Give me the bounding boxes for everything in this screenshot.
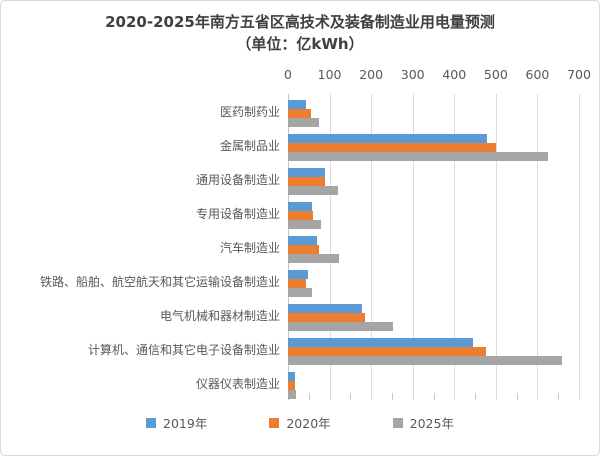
category-label: 通用设备制造业 xyxy=(195,172,280,187)
bar-row xyxy=(288,94,579,128)
legend-label: 2019年 xyxy=(163,416,208,431)
axis-tick-label: 600 xyxy=(525,67,550,82)
category-label: 专用设备制造业 xyxy=(195,206,280,221)
category-label: 金属制品业 xyxy=(219,138,280,153)
category-label: 仪器仪表制造业 xyxy=(195,376,280,391)
category-label: 汽车制造业 xyxy=(219,240,280,255)
minor-tick xyxy=(433,393,435,400)
bar-2019年 xyxy=(288,372,296,381)
gridline xyxy=(495,94,497,400)
category-axis: 医药制药业金属制品业通用设备制造业 专用设备制造业汽车制造业铁路、船舶、航空航天和… xyxy=(9,94,280,400)
bar-row xyxy=(288,128,579,162)
bar-rows xyxy=(288,94,579,400)
bar-2020年 xyxy=(288,381,296,390)
gridline xyxy=(412,94,414,400)
category-label: 医药制药业 xyxy=(219,104,280,119)
bar-2019年 xyxy=(288,304,362,313)
legend-item: 2019年 xyxy=(146,413,207,432)
legend-swatch xyxy=(146,417,157,428)
bar-2020年 xyxy=(288,211,313,220)
gridline xyxy=(454,94,456,400)
axis-tick-label: 400 xyxy=(442,67,467,82)
bar-2020年 xyxy=(288,109,311,118)
bar-2025年 xyxy=(288,390,297,399)
category-label: 计算机、通信和其它电子设备制造业 xyxy=(87,342,280,357)
minor-tick xyxy=(558,393,560,400)
minor-tick xyxy=(475,393,477,400)
bar-2025年 xyxy=(288,254,339,263)
bar-2019年 xyxy=(288,202,312,211)
gridline xyxy=(371,94,373,400)
legend-swatch xyxy=(269,417,280,428)
axis-tick-label: 0 xyxy=(284,67,292,82)
bar-row xyxy=(288,366,579,400)
chart-title-line1: 2020-2025年南方五省区高技术及装备制造业用电量预测 xyxy=(105,13,495,31)
bar-2025年 xyxy=(288,220,322,229)
legend-swatch xyxy=(392,417,403,428)
legend-item: 2025年 xyxy=(392,413,454,432)
minor-tick xyxy=(516,393,518,400)
axis-tick-label: 700 xyxy=(567,67,591,82)
bar-2020年 xyxy=(288,279,306,288)
plot-area xyxy=(288,94,580,400)
bar-2025年 xyxy=(288,288,312,297)
minor-tick xyxy=(350,393,352,400)
legend-label: 2020年 xyxy=(286,416,331,431)
bar-2025年 xyxy=(288,322,393,331)
category-label: 电气机械和器材制造业 xyxy=(159,308,280,323)
bar-row xyxy=(288,230,579,264)
axis-tick-label: 200 xyxy=(359,67,384,82)
bar-2025年 xyxy=(288,186,338,195)
bar-2019年 xyxy=(288,236,318,245)
chart-title-line2: （单位：亿kWh） xyxy=(236,34,364,53)
axis-tick-label: 100 xyxy=(317,67,342,82)
legend: 2019年 2020年 2025年 xyxy=(1,413,599,432)
bar-2019年 xyxy=(288,134,487,143)
bar-row xyxy=(288,196,579,230)
bar-2020年 xyxy=(288,245,319,254)
gridline xyxy=(329,94,331,400)
bar-2020年 xyxy=(288,347,486,356)
minor-tick xyxy=(308,393,310,400)
bar-2025年 xyxy=(288,356,562,365)
bar-2019年 xyxy=(288,270,308,279)
bar-2020年 xyxy=(288,313,366,322)
bar-2025年 xyxy=(288,152,549,161)
category-label: 铁路、船舶、航空航天和其它运输设备制造业 xyxy=(39,274,280,289)
bar-row xyxy=(288,298,579,332)
bar-2019年 xyxy=(288,100,306,109)
bar-row xyxy=(288,162,579,196)
axis-tick-label: 300 xyxy=(400,67,425,82)
bar-row xyxy=(288,264,579,298)
gridline xyxy=(579,94,580,400)
bar-2019年 xyxy=(288,168,326,177)
bar-2025年 xyxy=(288,118,320,127)
chart-title: 2020-2025年南方五省区高技术及装备制造业用电量预测 （单位：亿kWh） xyxy=(1,12,599,56)
legend-label: 2025年 xyxy=(409,416,454,431)
bar-2020年 xyxy=(288,177,325,186)
minor-tick xyxy=(391,393,393,400)
bar-row xyxy=(288,332,579,366)
gridline xyxy=(537,94,539,400)
bar-2020年 xyxy=(288,143,496,152)
bar-2019年 xyxy=(288,338,473,347)
legend-item: 2020年 xyxy=(269,413,331,432)
axis-tick-label: 500 xyxy=(483,67,508,82)
value-axis: 0 100 200 300 400 500 600 700 xyxy=(284,67,591,83)
